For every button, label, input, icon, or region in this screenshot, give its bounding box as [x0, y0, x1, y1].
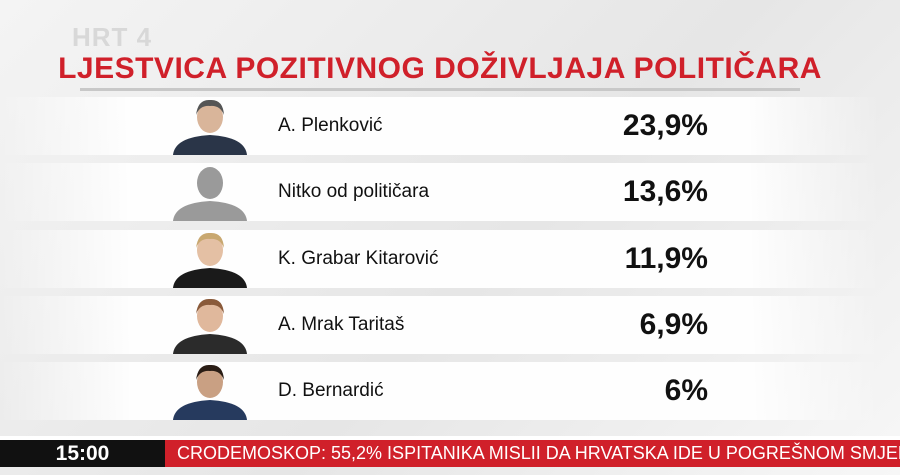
person-name: Nitko od političara: [278, 181, 430, 202]
avatar-body: [173, 201, 247, 221]
percentage: 6%: [664, 374, 708, 407]
list-row: Nitko od političara 13,6%: [0, 163, 880, 221]
avatar-hair: [196, 232, 224, 248]
avatar-head: [197, 101, 223, 133]
percentage: 6,9%: [639, 308, 708, 341]
list-row: A. Mrak Taritaš 6,9%: [0, 296, 880, 354]
list-row: K. Grabar Kitarović 11,9%: [0, 230, 880, 288]
person-name: D. Bernardić: [278, 380, 384, 401]
avatar: [173, 99, 247, 155]
avatar-hair: [196, 99, 224, 115]
title: LJESTVICA POZITIVNOG DOŽIVLJAJA POLITIČA…: [58, 52, 822, 85]
percentage: 11,9%: [624, 242, 708, 275]
list-row: A. Plenković 23,9%: [0, 97, 880, 155]
title-rule: [80, 88, 800, 91]
percentage: 23,9%: [622, 109, 708, 142]
avatar-body: [173, 334, 247, 354]
ticker-text: CRODEMOSKOP: 55,2% ISPITANIKA MISLII DA …: [165, 440, 900, 467]
avatar-head: [197, 234, 223, 266]
avatar-hair: [196, 298, 224, 314]
avatar-body: [173, 268, 247, 288]
channel-logo: HRT 4: [72, 22, 153, 52]
ticker-time: 15:00: [0, 440, 165, 467]
avatar-head: [197, 300, 223, 332]
avatar: [173, 167, 247, 221]
avatar-body: [173, 400, 247, 420]
avatar: [173, 298, 247, 354]
avatar: [173, 232, 247, 288]
ticker-border: [0, 436, 900, 440]
percentage: 13,6%: [622, 175, 708, 208]
person-name: A. Mrak Taritaš: [278, 314, 405, 335]
person-name: A. Plenković: [278, 115, 383, 136]
list-row: D. Bernardić 6%: [0, 362, 880, 420]
avatar-hair: [196, 364, 224, 380]
avatar-head: [197, 167, 223, 199]
avatar-head: [197, 366, 223, 398]
avatar: [173, 364, 247, 420]
person-name: K. Grabar Kitarović: [278, 248, 439, 269]
avatar-body: [173, 135, 247, 155]
